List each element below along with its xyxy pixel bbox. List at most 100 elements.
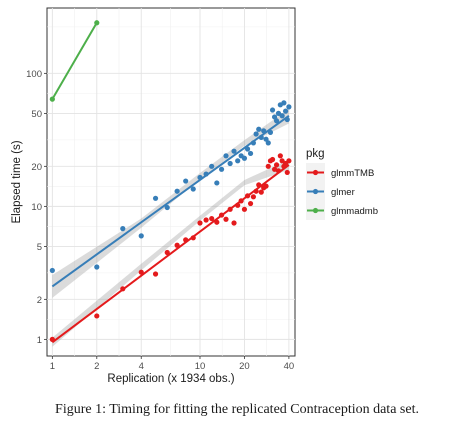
glmer-point [138, 233, 144, 239]
glmmTMB-point [241, 206, 248, 212]
glmmTMB-point [231, 220, 237, 226]
confidence-ribbons [52, 108, 289, 347]
glmmTMB-point [183, 237, 189, 243]
y-tick-label: 10 [31, 202, 42, 213]
glmer-point [263, 136, 269, 142]
glmmTMB-point [164, 249, 170, 256]
glmer-point [241, 155, 248, 161]
glmmTMB-point [174, 242, 180, 248]
glmmTMB-point [235, 202, 241, 208]
glmer-point [250, 140, 257, 146]
glmer-point [265, 140, 271, 146]
y-tick-label: 20 [31, 162, 42, 173]
glmmTMB-point [49, 336, 55, 342]
glmer-point [256, 126, 262, 132]
x-tick-label: 40 [284, 361, 295, 372]
glmer-ci-ribbon [52, 108, 289, 298]
chart: 1 2 4 10 20 40 1 2 5 10 20 50 100 Replication (x 193… [11, 7, 378, 385]
glmer-legend-point [312, 188, 319, 195]
figure-caption: Figure 1: Timing for fitting the replica… [55, 402, 419, 417]
glmer-point [94, 264, 100, 270]
glmer-point [253, 131, 259, 137]
glmer-point [214, 180, 220, 186]
glmmTMB-point [209, 215, 215, 222]
glmmTMB-point [197, 220, 203, 226]
glmmTMB-point [190, 235, 196, 241]
y-tick-label: 5 [37, 242, 42, 253]
glmmTMB-point [250, 194, 257, 200]
glmer-point [281, 100, 287, 106]
glmer-point [261, 128, 267, 134]
glmer-point [152, 195, 159, 201]
glmer-point [279, 113, 285, 119]
plot-panel [46, 7, 296, 357]
glmer-point [164, 204, 170, 211]
y-axis-title: Elapsed time (s) [11, 140, 23, 223]
glmmTMB-point [275, 168, 282, 174]
glmmTMB-point [256, 182, 262, 188]
glmmTMB-point [263, 183, 269, 189]
glmmTMB-point [238, 198, 244, 204]
glmer-point [284, 116, 290, 123]
glmmTMB-point [244, 193, 251, 199]
data-points [49, 20, 292, 342]
glmer-point [203, 171, 209, 177]
legend-label: glmmadmb [331, 206, 378, 217]
y-tick-label: 1 [37, 335, 42, 346]
glmmTMB-point [269, 156, 276, 163]
glmmTMB-point [247, 200, 254, 207]
y-tick-label: 100 [26, 69, 42, 80]
x-tick-label: 2 [94, 361, 99, 372]
glmmadmb-point [49, 96, 55, 102]
glmer-point [227, 160, 233, 167]
glmmTMB-legend-point [312, 169, 319, 176]
glmer-point [244, 146, 251, 152]
axes: 1 2 4 10 20 40 1 2 5 10 20 50 100 [26, 69, 294, 372]
legend-label: glmmTMB [331, 168, 374, 179]
glmer-point [49, 267, 55, 274]
glmmTMB-point [152, 271, 159, 277]
glmmTMB-point [218, 212, 225, 218]
glmer-point [273, 118, 280, 124]
glmmTMB-point [227, 206, 233, 212]
glmmTMB-point [138, 269, 144, 275]
glmer-point [231, 148, 237, 154]
glmer-point [174, 188, 180, 194]
glmmTMB-point [277, 153, 283, 159]
glmer-point [258, 134, 264, 141]
glmer-point [247, 150, 254, 157]
glmer-point [235, 158, 241, 164]
glmmTMB-point [286, 158, 292, 164]
glmer-point [267, 129, 274, 135]
y-tick-label: 2 [37, 295, 42, 306]
glmer-point [282, 108, 289, 114]
glmer-point [209, 163, 215, 169]
glmmTMB-point [203, 217, 209, 223]
glmmTMB-point [214, 219, 220, 225]
glmmadmb-point [94, 20, 100, 26]
glmmTMB-point [94, 313, 100, 319]
glmmTMB-point [253, 188, 259, 194]
glmmTMB-point [258, 189, 264, 195]
x-tick-label: 10 [195, 361, 206, 372]
legend-title: pkg [306, 148, 325, 160]
glmer-point [269, 107, 276, 113]
x-tick-label: 20 [239, 361, 250, 372]
glmer-point [120, 226, 126, 232]
glmer-line [51, 114, 290, 288]
glmmTMB-point [273, 162, 280, 168]
glmmTMB-point [223, 216, 229, 222]
glmmTMB-point [265, 163, 271, 169]
glmer-point [197, 174, 203, 181]
legend-label: glmer [331, 187, 355, 198]
x-tick-label: 1 [50, 361, 55, 372]
glmer-point [218, 166, 225, 172]
x-axis-title: Replication (x 1934 obs.) [107, 373, 234, 385]
glmmadmb-line [51, 22, 98, 100]
legend: pkg glmmTMB glmer glmmadmb [306, 148, 378, 220]
glmmTMB-point [284, 169, 290, 176]
glmer-point [183, 178, 189, 184]
y-tick-label: 50 [31, 109, 42, 120]
glmmTMB-point [120, 286, 126, 292]
grid [47, 8, 295, 356]
